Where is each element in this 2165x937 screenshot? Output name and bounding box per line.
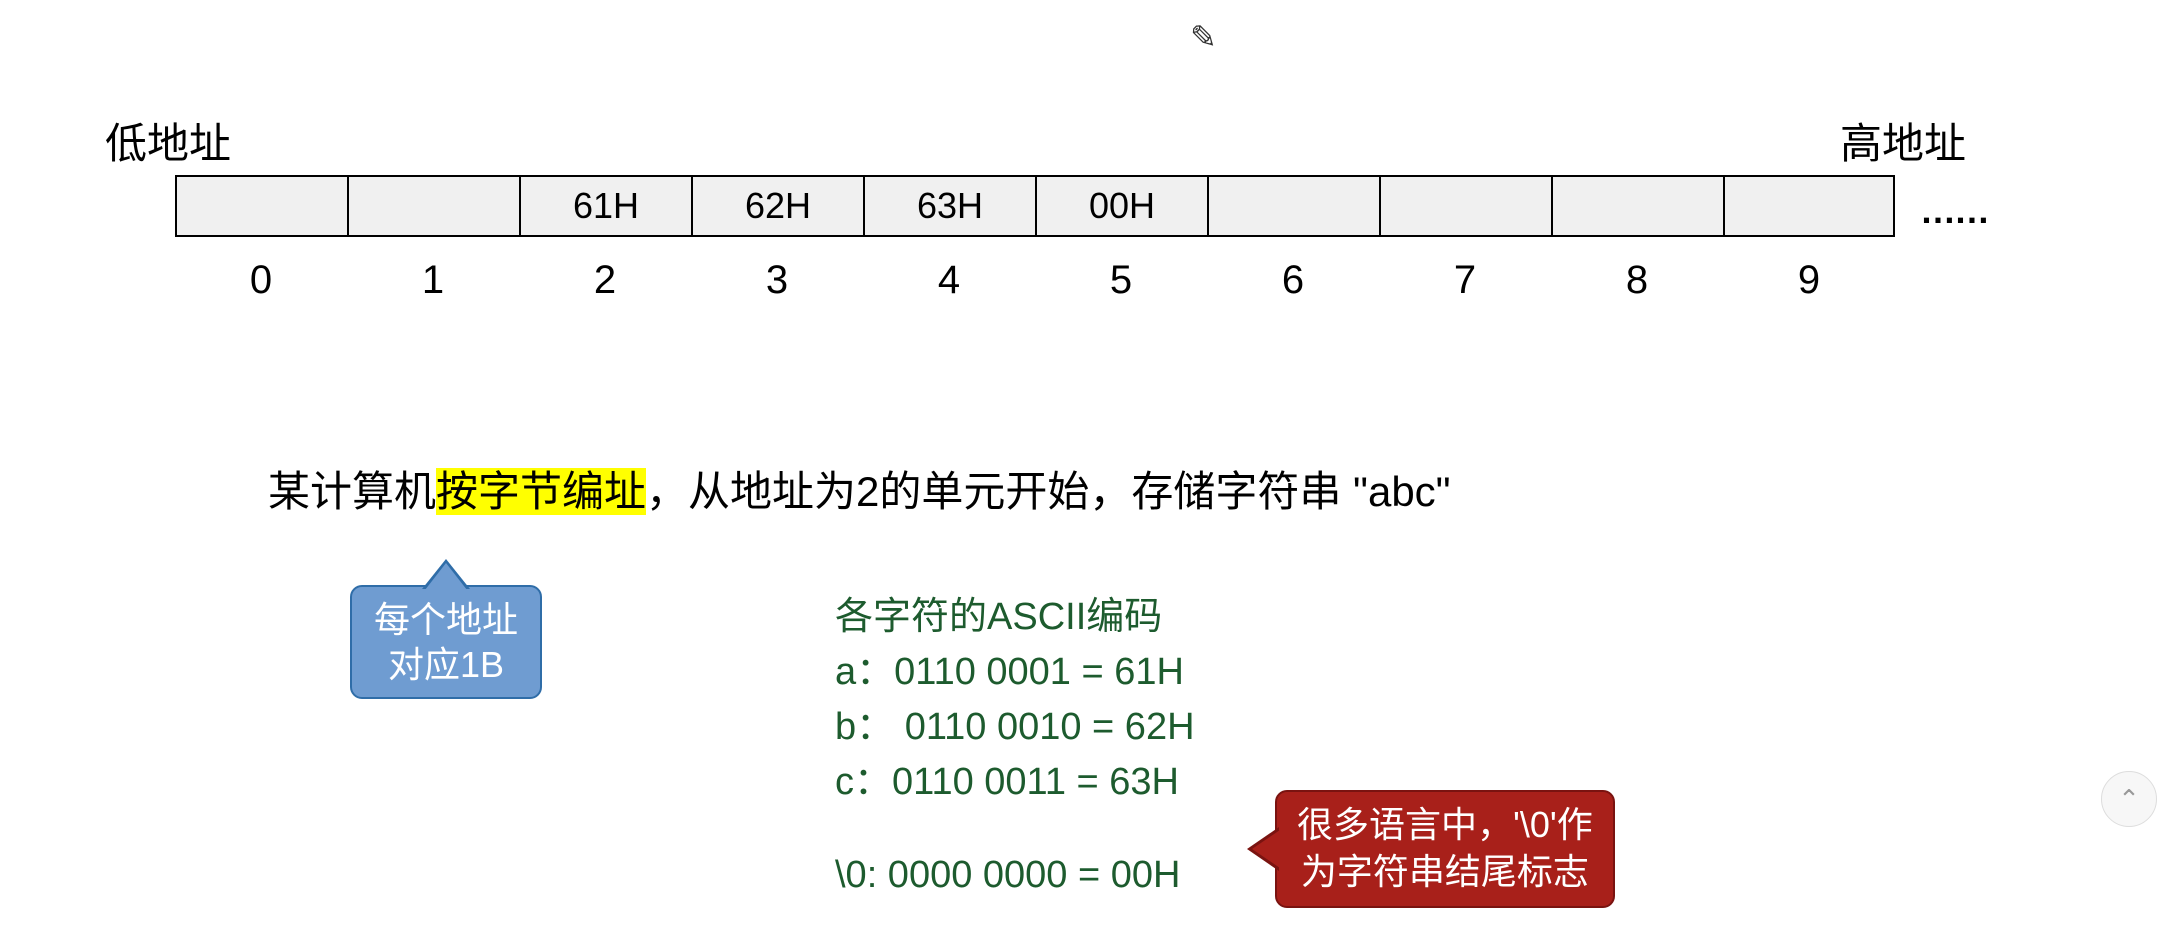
ascii-encoding-block: 各字符的ASCII编码 a：0110 0001 = 61H b： 0110 00… <box>835 590 1195 903</box>
ascii-title: 各字符的ASCII编码 <box>835 590 1195 645</box>
high-address-label: 高地址 <box>1840 110 1966 171</box>
ascii-line-b: b： 0110 0010 = 62H <box>835 700 1195 755</box>
index-3: 3 <box>691 258 863 303</box>
callout-blue-line1: 每个地址 <box>374 597 518 642</box>
callout-byte-addressing: 每个地址 对应1B <box>350 585 542 699</box>
main-prefix: 某计算机 <box>268 468 436 515</box>
memory-index-row: 0 1 2 3 4 5 6 7 8 9 <box>175 258 1895 303</box>
main-sentence: 某计算机按字节编址，从地址为2的单元开始，存储字符串 "abc" <box>268 458 1451 519</box>
scroll-up-hint-icon[interactable]: ⌃ <box>2101 771 2157 827</box>
memory-cell-4: 63H <box>863 175 1035 237</box>
index-4: 4 <box>863 258 1035 303</box>
memory-cell-3: 62H <box>691 175 863 237</box>
callout-null-terminator: 很多语言中，'\0'作 为字符串结尾标志 <box>1275 790 1615 908</box>
index-2: 2 <box>519 258 691 303</box>
main-highlight: 按字节编址 <box>436 468 646 515</box>
index-7: 7 <box>1379 258 1551 303</box>
callout-blue-line2: 对应1B <box>374 642 518 687</box>
memory-ellipsis: …… <box>1920 190 1988 232</box>
ascii-line-c: c：0110 0011 = 63H <box>835 755 1195 810</box>
ascii-line-a: a：0110 0001 = 61H <box>835 645 1195 700</box>
memory-cell-1 <box>347 175 519 237</box>
index-5: 5 <box>1035 258 1207 303</box>
pen-cursor-icon: ✎ <box>1190 18 1217 56</box>
callout-red-line2: 为字符串结尾标志 <box>1297 849 1593 896</box>
memory-cell-2: 61H <box>519 175 691 237</box>
memory-cell-6 <box>1207 175 1379 237</box>
ascii-line-null: \0: 0000 0000 = 00H <box>835 848 1195 903</box>
memory-cell-9 <box>1723 175 1895 237</box>
callout-red-line1: 很多语言中，'\0'作 <box>1297 802 1593 849</box>
memory-cell-7 <box>1379 175 1551 237</box>
memory-cell-0 <box>175 175 347 237</box>
index-6: 6 <box>1207 258 1379 303</box>
index-9: 9 <box>1723 258 1895 303</box>
memory-cell-8 <box>1551 175 1723 237</box>
memory-row: 61H 62H 63H 00H <box>175 175 1895 237</box>
low-address-label: 低地址 <box>105 110 231 171</box>
memory-cell-5: 00H <box>1035 175 1207 237</box>
index-0: 0 <box>175 258 347 303</box>
main-suffix: ，从地址为2的单元开始，存储字符串 "abc" <box>646 468 1451 515</box>
index-1: 1 <box>347 258 519 303</box>
index-8: 8 <box>1551 258 1723 303</box>
